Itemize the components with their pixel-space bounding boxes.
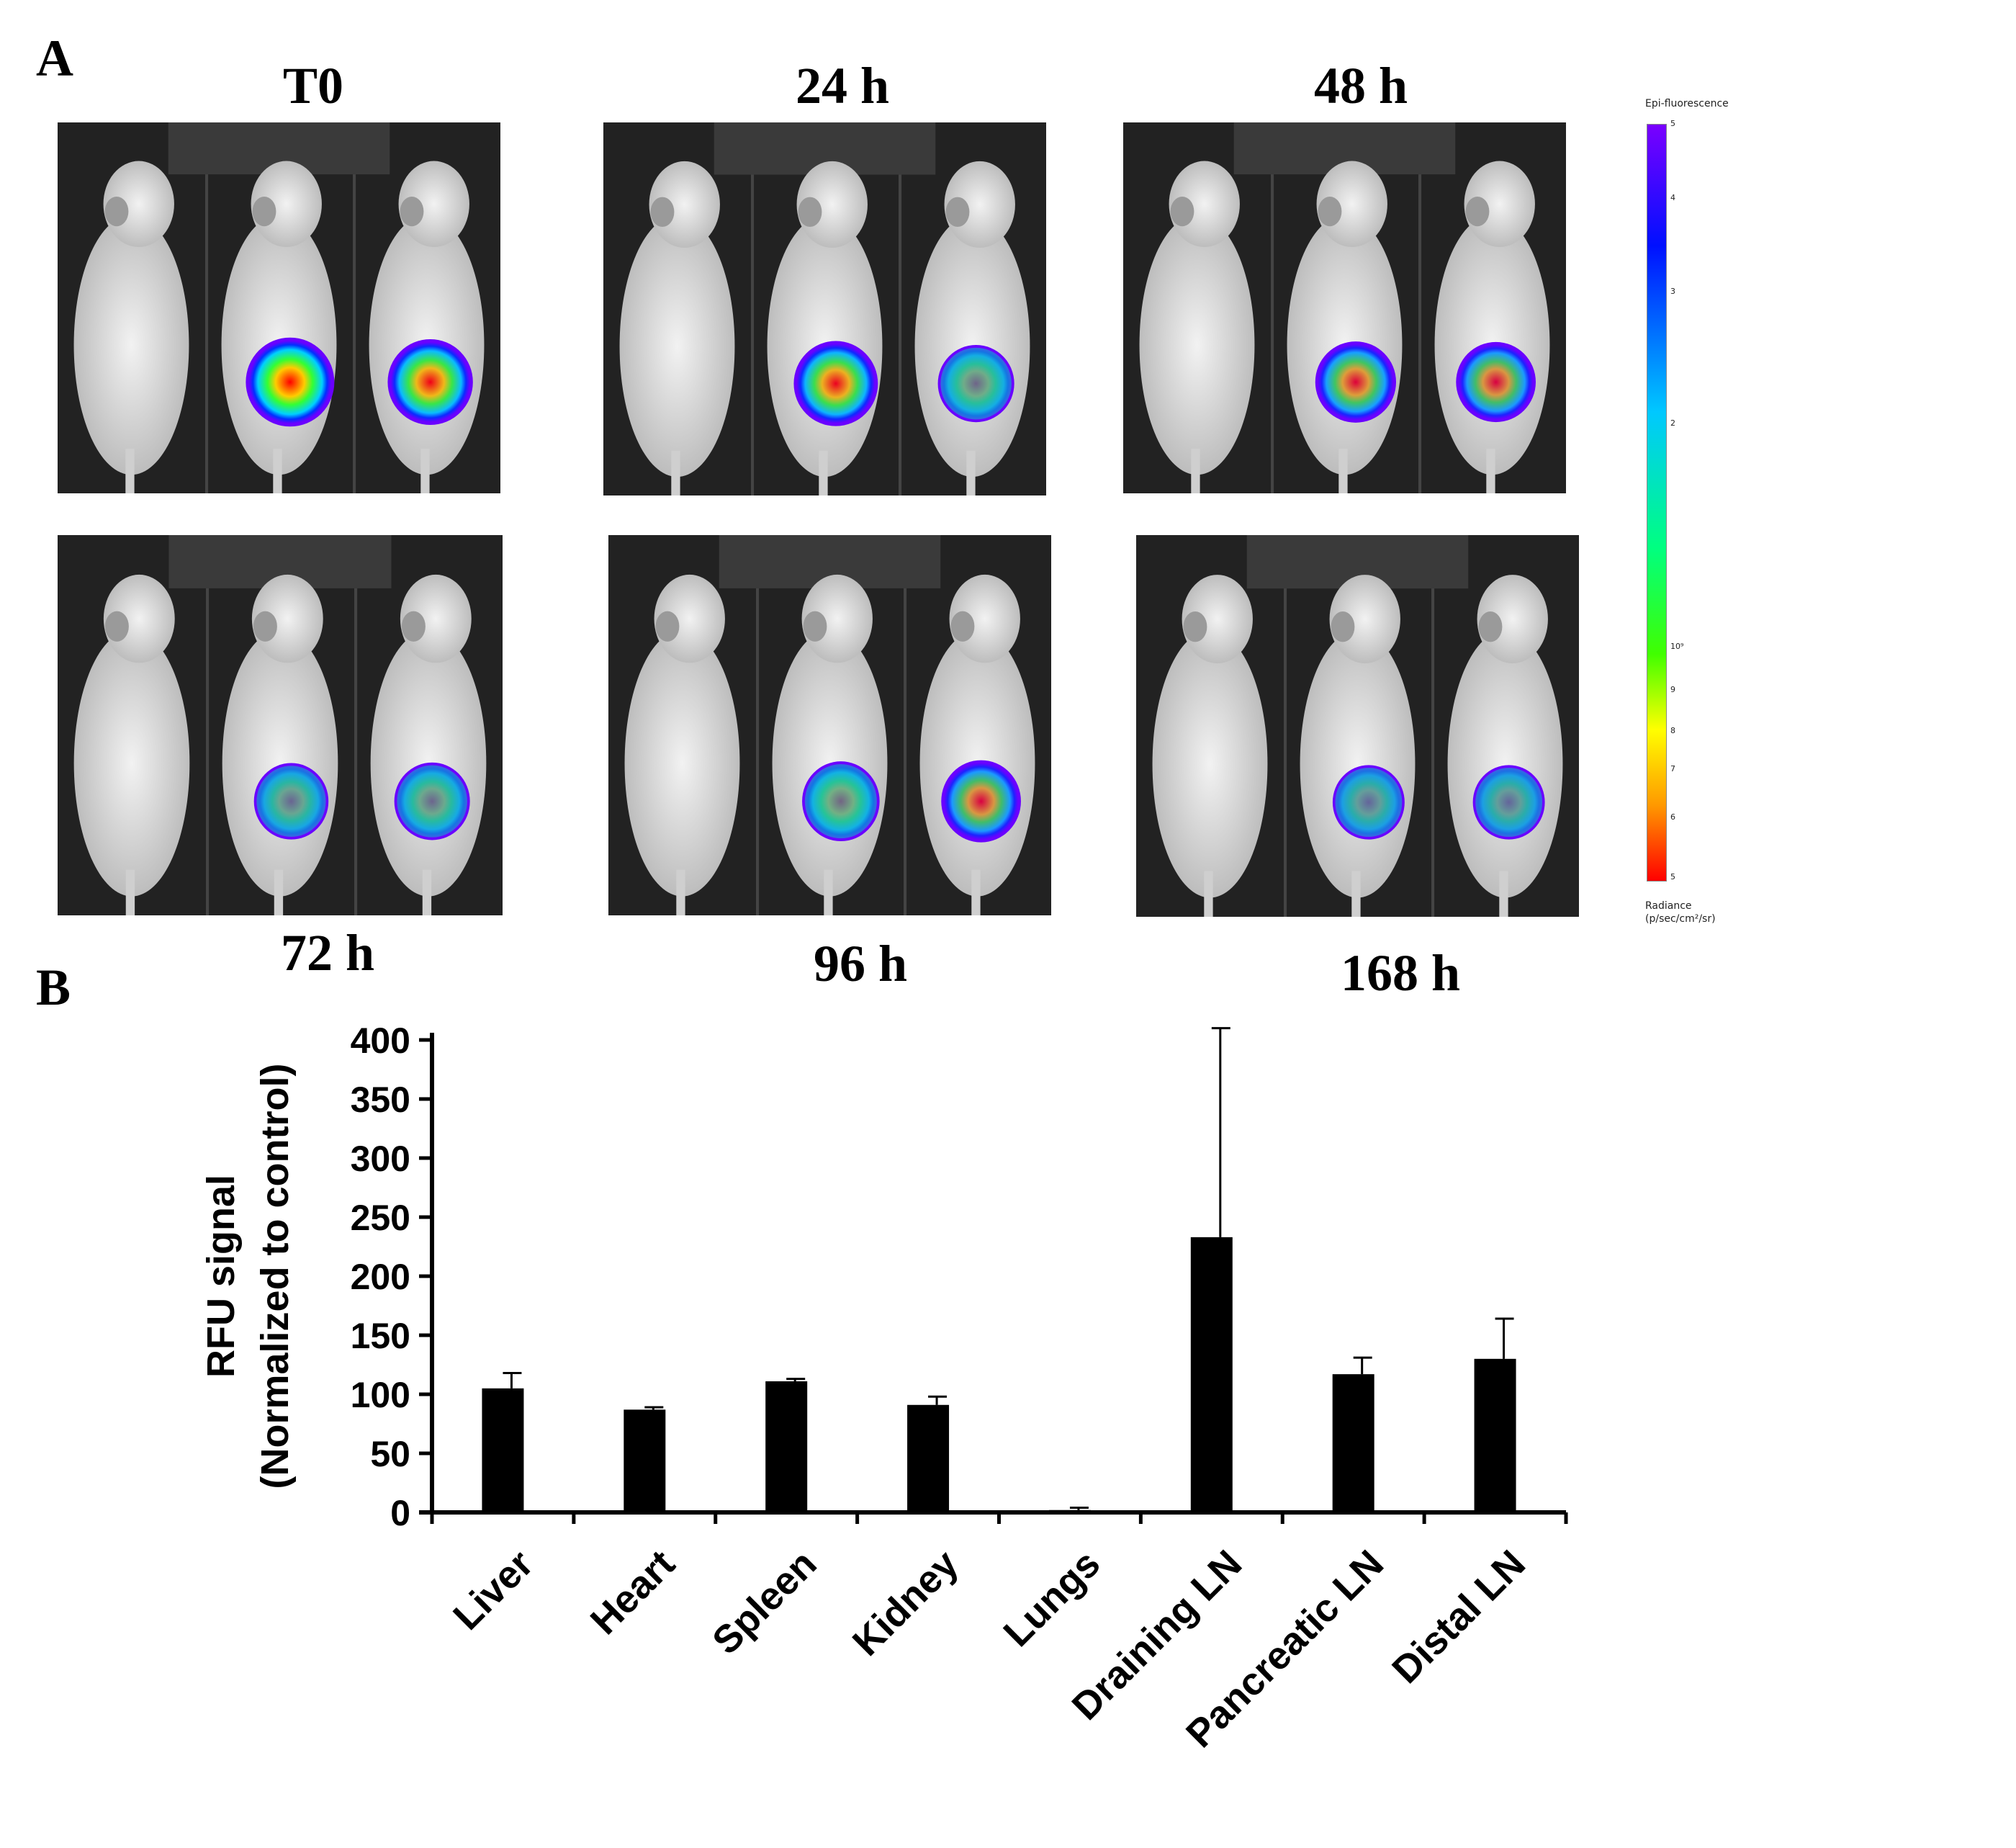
- x-tick-label: Kidney: [845, 1542, 967, 1664]
- y-tick-label: 300: [351, 1139, 410, 1179]
- y-tick-label: 350: [351, 1080, 410, 1120]
- x-tick-label: Lungs: [995, 1542, 1108, 1655]
- bar-spleen: [765, 1381, 808, 1512]
- bar-draining-ln: [1190, 1237, 1233, 1512]
- mouse-1: [1152, 575, 1268, 917]
- colorbar-unit-line2: (p/sec/cm²/sr): [1645, 913, 1716, 925]
- colorbar-tick: 3: [1670, 287, 1675, 296]
- imaging-panel-168h: [1136, 535, 1579, 917]
- x-tick-label: Liver: [445, 1542, 541, 1638]
- mouse-1: [73, 574, 190, 915]
- y-tick-label: 200: [351, 1257, 410, 1297]
- colorbar-tick: 8: [1670, 726, 1675, 735]
- timepoint-label-72h: 72 h: [280, 924, 375, 982]
- bar-lungs: [1048, 1510, 1091, 1512]
- bar-distal-ln: [1474, 1358, 1516, 1512]
- x-tick-label: Heart: [582, 1542, 683, 1643]
- imaging-panel-24h: [603, 122, 1046, 495]
- mouse-1: [73, 161, 189, 493]
- timepoint-label-24h: 24 h: [795, 57, 890, 115]
- bar-pancreatic-ln: [1332, 1374, 1374, 1512]
- colorbar-tick: 9: [1670, 685, 1675, 694]
- colorbar-title: Epi-fluorescence: [1645, 98, 1729, 109]
- y-axis-label-line2: (Normalized to control): [253, 1064, 297, 1489]
- mouse-1: [619, 161, 735, 495]
- panel-b-label: B: [36, 959, 71, 1016]
- panel-a-label: A: [36, 30, 73, 87]
- colorbar-tick: 5: [1670, 119, 1675, 128]
- colorbar-tick: 2: [1670, 418, 1675, 428]
- bar-heart: [624, 1409, 666, 1512]
- y-tick-label: 250: [351, 1198, 410, 1238]
- imaging-panel-96h: [608, 535, 1051, 915]
- colorbar-tick: 5: [1670, 872, 1675, 882]
- bar-kidney: [907, 1404, 950, 1512]
- bar-chart: 0 50 100 150 200 250 300 350 400 RFU signal (Norma…: [199, 1021, 1568, 1756]
- x-tick-label: Distal LN: [1384, 1542, 1534, 1692]
- imaging-panel-t0: [58, 122, 500, 493]
- y-tick-label: 50: [370, 1434, 410, 1474]
- y-tick-label: 150: [351, 1316, 410, 1356]
- imaging-panel-48h: [1123, 122, 1566, 493]
- bar-liver: [482, 1388, 524, 1512]
- mouse-3: [1447, 575, 1563, 917]
- colorbar-unit-line1: Radiance: [1645, 900, 1692, 912]
- x-tick-label: Spleen: [704, 1542, 825, 1663]
- mouse-1: [1139, 161, 1255, 493]
- y-tick-label: 400: [351, 1021, 410, 1061]
- y-tick-label: 0: [390, 1493, 410, 1533]
- colorbar-tick: 10⁹: [1670, 642, 1684, 651]
- timepoint-label-168h: 168 h: [1340, 944, 1461, 1002]
- imaging-panel-72h: [58, 535, 503, 915]
- colorbar-tick: 6: [1670, 812, 1675, 822]
- colorbar: [1647, 124, 1667, 882]
- colorbar-tick: 7: [1670, 764, 1675, 773]
- timepoint-label-96h: 96 h: [813, 935, 908, 992]
- y-tick-label: 100: [351, 1375, 410, 1415]
- timepoint-label-t0: T0: [282, 57, 344, 115]
- colorbar-tick: 4: [1670, 193, 1675, 202]
- mouse-1: [624, 574, 740, 915]
- y-axis-label-line1: RFU signal: [199, 1175, 243, 1378]
- timepoint-label-48h: 48 h: [1313, 57, 1408, 115]
